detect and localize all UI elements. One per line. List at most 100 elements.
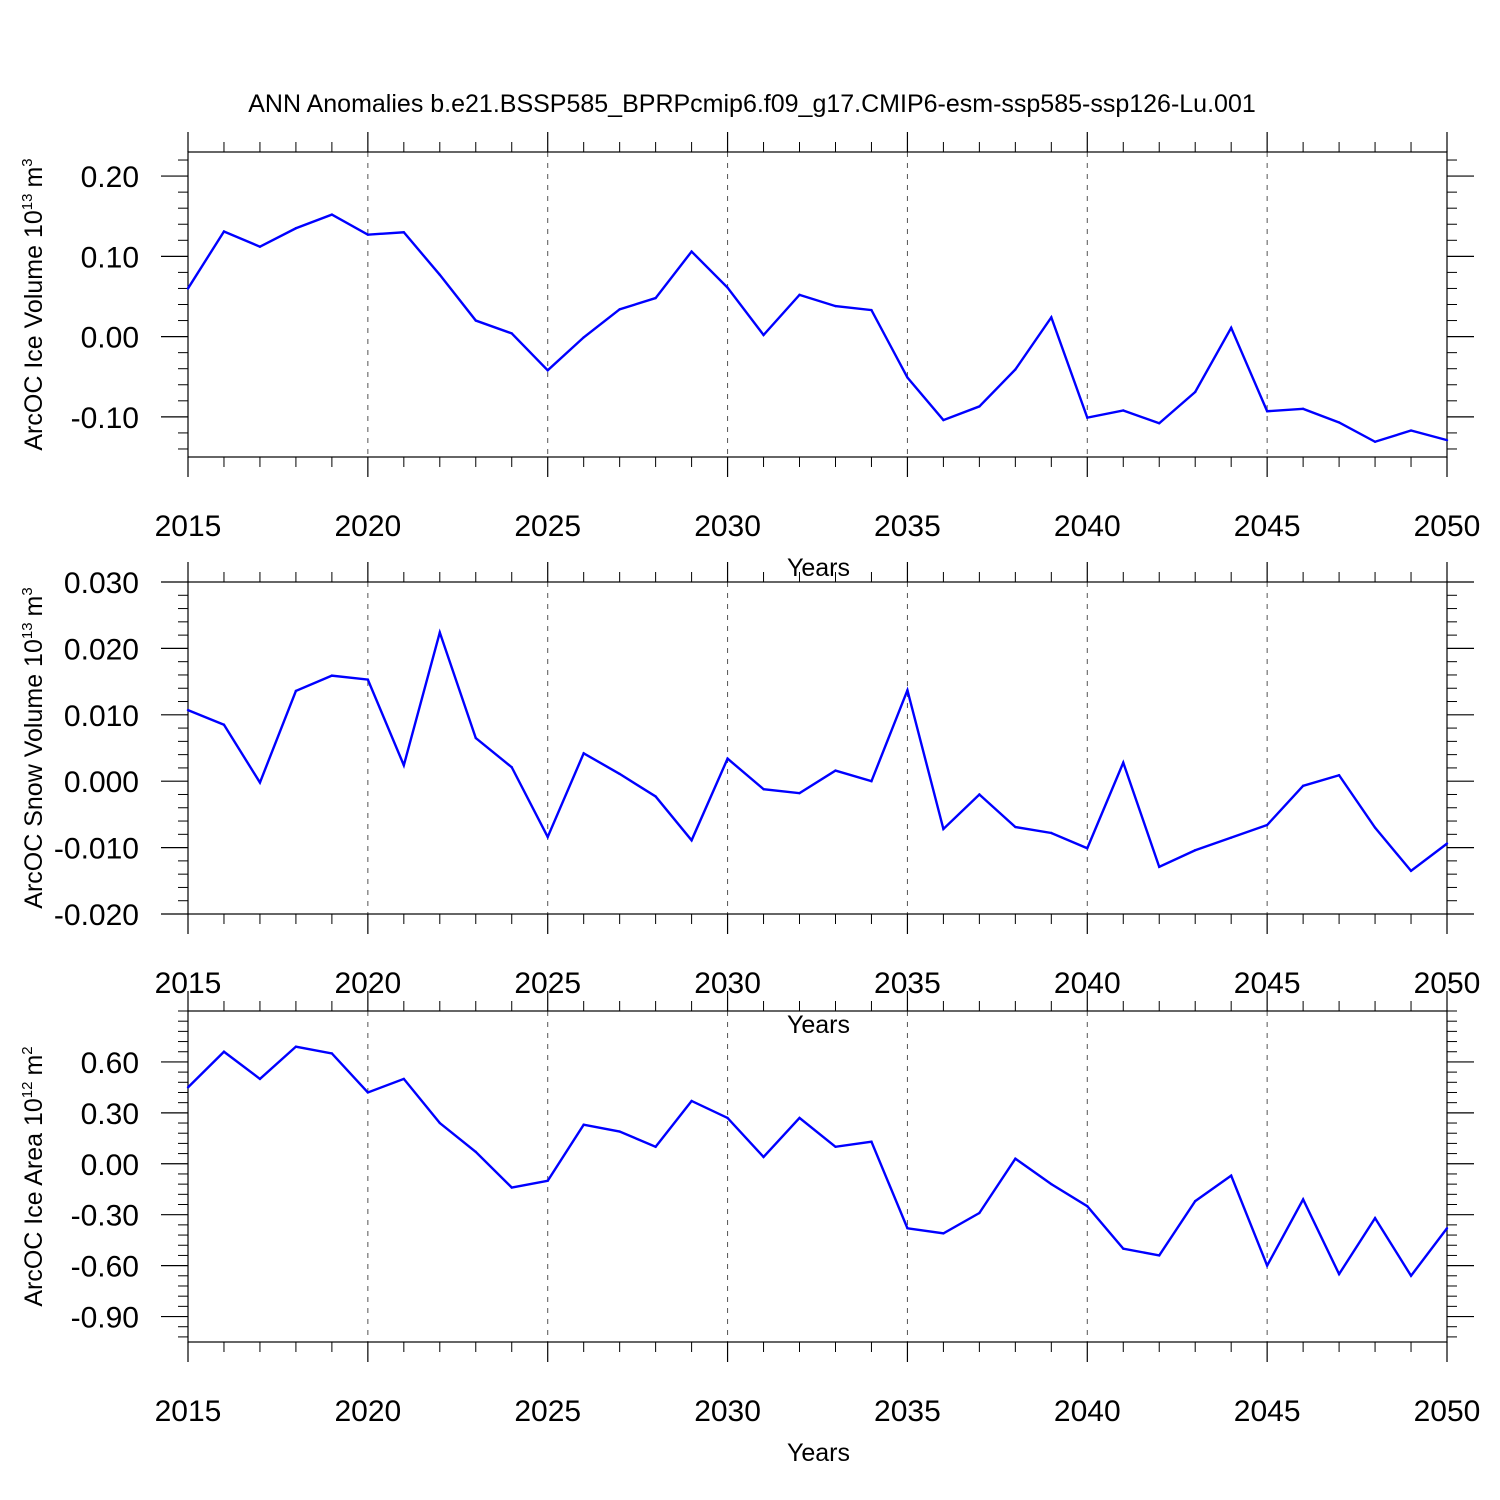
data-point: [1265, 410, 1269, 413]
data-point: [726, 1116, 729, 1120]
data-point: [798, 791, 801, 795]
data-point: [510, 1186, 513, 1189]
x-tick-label: 2050: [1414, 1395, 1481, 1428]
data-point: [690, 250, 693, 253]
data-point: [1122, 761, 1125, 764]
x-tick-label: 2040: [1054, 510, 1121, 543]
y-axis-label-text: ArcOC Ice Area 10: [20, 1098, 48, 1306]
y-tick-label: 0.60: [81, 1047, 139, 1080]
data-point: [1409, 869, 1413, 873]
data-point: [1050, 1182, 1053, 1186]
data-point: [294, 1045, 298, 1048]
data-point: [834, 1145, 837, 1148]
data-point: [258, 1077, 262, 1081]
data-point: [834, 769, 837, 772]
data-point: [1301, 407, 1305, 411]
data-point: [1014, 825, 1017, 829]
data-point: [186, 287, 190, 290]
x-tick-label: 2025: [514, 1395, 581, 1428]
data-point: [1373, 440, 1377, 443]
data-point: [690, 1099, 693, 1103]
y-tick-label: 0.20: [81, 161, 139, 194]
data-point: [546, 835, 549, 839]
plot-frame: [187, 151, 1448, 458]
data-point: [222, 723, 226, 726]
y-tick-label: -0.60: [71, 1251, 139, 1284]
snow-volume-panel: 2015 2020 2025 2030 2035 2040 2045 2050-0.020-0…: [19, 562, 1480, 1039]
data-point: [906, 1227, 909, 1230]
data-point: [618, 772, 621, 776]
y-tick-label: -0.020: [54, 899, 139, 932]
data-point: [870, 1140, 873, 1143]
data-point: [1014, 368, 1017, 371]
data-point: [798, 293, 801, 297]
y-axis-label-text: ArcOC Ice Volume 10: [20, 210, 48, 450]
data-point: [330, 674, 334, 677]
data-point: [402, 764, 406, 767]
figure-title: ANN Anomalies b.e21.BSSP585_BPRPcmip6.f0…: [248, 90, 1256, 118]
data-point: [1409, 429, 1413, 432]
data-point: [618, 1130, 621, 1133]
data-point: [222, 230, 226, 233]
data-point: [582, 752, 585, 755]
data-point: [1122, 1247, 1125, 1250]
data-point: [1194, 849, 1197, 852]
data-point: [870, 308, 873, 312]
data-point: [762, 333, 765, 337]
data-point: [1158, 422, 1161, 425]
x-tick-label: 2045: [1234, 510, 1301, 543]
y-tick-label: -0.010: [54, 833, 139, 866]
data-point: [1265, 823, 1269, 827]
x-tick-label: 2045: [1234, 1395, 1301, 1428]
data-point: [1050, 316, 1053, 319]
data-point: [1337, 774, 1341, 777]
data-point: [942, 827, 945, 831]
data-point: [834, 304, 837, 308]
x-tick-label: 2040: [1054, 1395, 1121, 1428]
data-point: [978, 405, 981, 408]
data-point: [402, 231, 406, 234]
data-point: [1229, 326, 1233, 329]
x-tick-label: 2035: [874, 1395, 941, 1428]
data-point: [366, 1091, 370, 1094]
data-point: [1086, 416, 1089, 419]
data-point: [366, 233, 370, 236]
data-point: [258, 245, 262, 248]
y-axis-label-unit-exponent: 3: [19, 587, 36, 595]
y-tick-label: -0.10: [71, 402, 139, 435]
data-point: [618, 308, 621, 311]
data-point: [1373, 1216, 1377, 1220]
chart-panels: 2015 2020 2025 2030 2035 2040 2045 2050 -0.10 0.0…: [19, 132, 1480, 1467]
ice-volume-series-line: [186, 213, 1448, 444]
ice-area-panel: 2015 2020 2025 2030 2035 2040 2045 2050 -0.90 -0.…: [19, 991, 1480, 1467]
y-tick-label: 0.00: [81, 1149, 139, 1182]
data-point: [438, 273, 441, 277]
data-point: [1337, 1272, 1341, 1276]
y-axis-label-unit-exponent: 2: [19, 1046, 36, 1054]
x-tick-label: 2015: [155, 1395, 222, 1428]
data-point: [690, 839, 693, 842]
y-tick-label: 0.010: [64, 700, 139, 733]
y-axis-label: ArcOC Ice Volume 1013 m3: [19, 158, 48, 450]
data-point: [1337, 421, 1341, 424]
x-tick-label: 2030: [694, 1395, 761, 1428]
y-tick-label: 0.00: [81, 322, 139, 355]
data-point: [258, 781, 262, 784]
data-point: [1158, 865, 1161, 869]
x-tick-label: 2025: [514, 510, 581, 543]
data-point: [546, 369, 549, 372]
y-axis-label-exponent: 13: [19, 194, 36, 211]
data-point: [978, 793, 981, 796]
data-point: [762, 787, 765, 791]
plot-frame: [187, 581, 1448, 915]
data-point: [1265, 1264, 1269, 1267]
x-tick-label: 2050: [1414, 510, 1481, 543]
data-point: [546, 1179, 549, 1182]
data-point: [1445, 438, 1449, 442]
data-point: [1086, 1205, 1089, 1208]
data-point: [474, 1150, 477, 1154]
x-axis-label: Years: [787, 1439, 850, 1467]
data-point: [762, 1155, 765, 1159]
data-point: [222, 1050, 226, 1053]
data-point: [1194, 390, 1197, 394]
